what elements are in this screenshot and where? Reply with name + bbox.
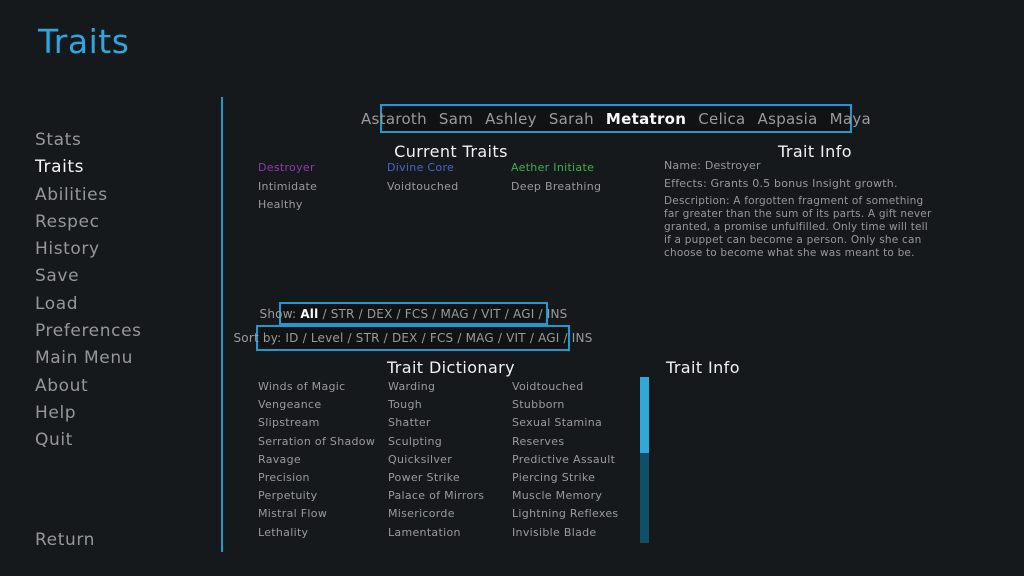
dict-trait-stubborn[interactable]: Stubborn xyxy=(512,398,565,412)
character-tab-sarah[interactable]: Sarah xyxy=(548,109,594,128)
character-tab-celica[interactable]: Celica xyxy=(698,109,746,128)
character-tab-maya[interactable]: Maya xyxy=(829,109,872,128)
dict-trait-ravage[interactable]: Ravage xyxy=(258,452,301,466)
trait-dictionary-heading: Trait Dictionary xyxy=(386,358,516,377)
dict-trait-palace-of-mirrors[interactable]: Palace of Mirrors xyxy=(388,489,485,503)
dict-trait-shatter[interactable]: Shatter xyxy=(388,416,431,430)
sidebar-item-respec[interactable]: Respec xyxy=(35,211,100,232)
dict-trait-reserves[interactable]: Reserves xyxy=(512,434,565,448)
dict-trait-invisible-blade[interactable]: Invisible Blade xyxy=(512,525,597,539)
character-selector: Astaroth Sam Ashley Sarah Metatron Celic… xyxy=(361,104,871,133)
trait-info-effects: Effects: Grants 0.5 bonus Insight growth… xyxy=(664,177,898,190)
trait-info-heading: Trait Info xyxy=(778,142,852,161)
sort-by-options[interactable]: Sort by: ID / Level / STR / DEX / FCS / … xyxy=(233,331,593,345)
trait-info-heading-dictionary: Trait Info xyxy=(666,358,740,377)
dict-trait-voidtouched[interactable]: Voidtouched xyxy=(512,380,584,393)
sidebar-menu: Stats Traits Abilities Respec History Sa… xyxy=(35,127,142,455)
current-trait-deep-breathing[interactable]: Deep Breathing xyxy=(511,179,602,193)
current-trait-intimidate[interactable]: Intimidate xyxy=(258,179,318,193)
character-tab-aspasia[interactable]: Aspasia xyxy=(757,109,818,128)
current-traits-heading: Current Traits xyxy=(394,142,508,161)
show-filter-box[interactable]: Show: All / STR / DEX / FCS / MAG / VIT … xyxy=(260,302,567,325)
sort-by-box[interactable]: Sort by: ID / Level / STR / DEX / FCS / … xyxy=(233,325,592,351)
sidebar-item-return[interactable]: Return xyxy=(35,530,96,550)
sidebar-item-save[interactable]: Save xyxy=(35,266,80,287)
character-tab-metatron[interactable]: Metatron xyxy=(605,109,687,128)
dict-trait-muscle-memory[interactable]: Muscle Memory xyxy=(512,489,603,503)
dict-trait-sculpting[interactable]: Sculpting xyxy=(388,434,443,448)
sidebar-item-quit[interactable]: Quit xyxy=(35,430,73,451)
dict-trait-piercing-strike[interactable]: Piercing Strike xyxy=(512,470,596,484)
sidebar-item-abilities[interactable]: Abilities xyxy=(35,184,108,205)
show-filter-options[interactable]: / STR / DEX / FCS / MAG / VIT / AGI / IN… xyxy=(318,306,568,321)
show-filter-label: Show: xyxy=(259,306,301,321)
dictionary-scrollbar-track[interactable] xyxy=(640,453,649,543)
dict-trait-warding[interactable]: Warding xyxy=(388,380,436,393)
dict-trait-power-strike[interactable]: Power Strike xyxy=(388,470,460,484)
current-traits-column-1: Destroyer Intimidate Healthy xyxy=(258,159,317,215)
show-filter-selected-all[interactable]: All xyxy=(300,306,319,321)
sidebar-item-history[interactable]: History xyxy=(35,239,100,260)
character-tab-astaroth[interactable]: Astaroth xyxy=(360,109,427,128)
current-trait-divine-core[interactable]: Divine Core xyxy=(387,161,455,174)
current-trait-healthy[interactable]: Healthy xyxy=(258,198,303,212)
sidebar-item-about[interactable]: About xyxy=(35,375,89,396)
dict-trait-tough[interactable]: Tough xyxy=(388,398,423,412)
dict-trait-misericorde[interactable]: Misericorde xyxy=(388,507,455,521)
dict-trait-predictive-assault[interactable]: Predictive Assault xyxy=(512,452,616,466)
current-traits-column-2: Divine Core Voidtouched xyxy=(387,159,459,196)
dict-trait-vengeance[interactable]: Vengeance xyxy=(258,398,322,412)
sidebar-divider xyxy=(221,97,223,552)
dictionary-column-1: Winds of Magic Vengeance Slipstream Serr… xyxy=(258,378,375,542)
sidebar-item-main-menu[interactable]: Main Menu xyxy=(35,348,134,369)
trait-info-name: Name: Destroyer xyxy=(664,159,761,172)
current-trait-aether-initiate[interactable]: Aether Initiate xyxy=(511,161,595,174)
dictionary-column-3: Voidtouched Stubborn Sexual Stamina Rese… xyxy=(512,378,618,542)
dict-trait-winds-of-magic[interactable]: Winds of Magic xyxy=(258,380,346,393)
dict-trait-precision[interactable]: Precision xyxy=(258,470,310,484)
dict-trait-mistral-flow[interactable]: Mistral Flow xyxy=(258,507,328,521)
sidebar-item-help[interactable]: Help xyxy=(35,402,77,423)
current-trait-destroyer[interactable]: Destroyer xyxy=(258,161,315,174)
dict-trait-lamentation[interactable]: Lamentation xyxy=(388,525,461,539)
sidebar-item-stats[interactable]: Stats xyxy=(35,130,82,150)
dict-trait-lightning-reflexes[interactable]: Lightning Reflexes xyxy=(512,507,619,521)
current-trait-voidtouched[interactable]: Voidtouched xyxy=(387,179,459,193)
dict-trait-serration-of-shadow[interactable]: Serration of Shadow xyxy=(258,434,376,448)
sidebar-item-traits[interactable]: Traits xyxy=(35,157,85,178)
sidebar-item-preferences[interactable]: Preferences xyxy=(35,321,142,342)
dict-trait-quicksilver[interactable]: Quicksilver xyxy=(388,452,453,466)
current-traits-column-3: Aether Initiate Deep Breathing xyxy=(511,159,601,196)
dictionary-column-2: Warding Tough Shatter Sculpting Quicksil… xyxy=(388,378,484,542)
character-tab-ashley[interactable]: Ashley xyxy=(485,109,537,128)
sidebar-item-load[interactable]: Load xyxy=(35,293,79,314)
dict-trait-lethality[interactable]: Lethality xyxy=(258,525,309,539)
character-tab-sam[interactable]: Sam xyxy=(438,109,474,128)
dict-trait-slipstream[interactable]: Slipstream xyxy=(258,416,320,430)
dict-trait-sexual-stamina[interactable]: Sexual Stamina xyxy=(512,416,603,430)
page-title: Traits xyxy=(38,22,130,61)
trait-info-description: Description: A forgotten fragment of som… xyxy=(664,195,932,259)
dictionary-scrollbar-thumb[interactable] xyxy=(640,377,649,453)
dict-trait-perpetuity[interactable]: Perpetuity xyxy=(258,489,318,503)
